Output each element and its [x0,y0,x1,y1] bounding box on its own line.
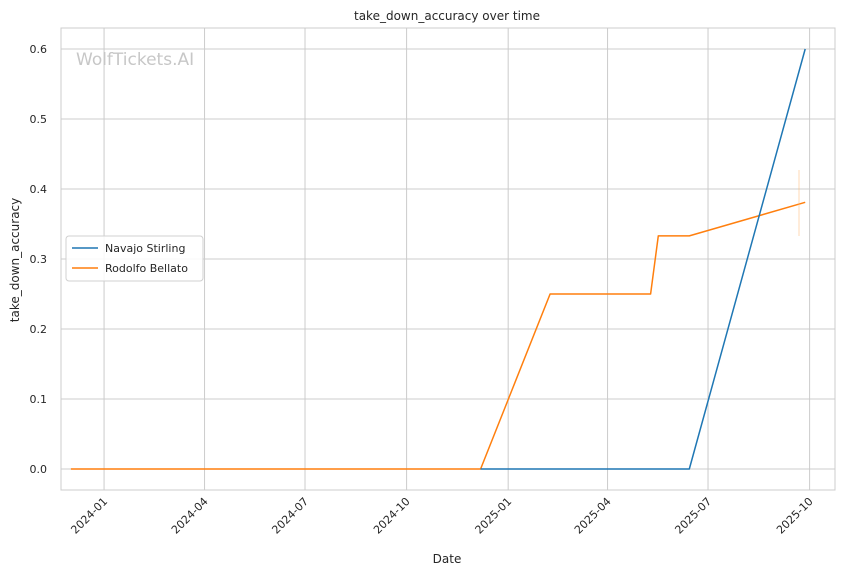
series-layer [70,48,806,470]
legend: Navajo Stirling Rodolfo Bellato [65,235,204,282]
series-line-navajo-stirling [480,48,806,470]
watermark: WolfTickets.AI [76,50,194,70]
x-axis-label: Date [433,552,462,566]
legend-label: Rodolfo Bellato [105,262,188,275]
x-tick-label: 2024-07 [269,495,311,537]
chart-title: take_down_accuracy over time [354,9,540,23]
x-tick-label: 2024-10 [371,495,413,537]
y-axis-label: take_down_accuracy [8,198,22,322]
x-tick-label: 2024-04 [169,495,211,537]
plot-frame [60,27,836,491]
y-tick-label: 0.4 [30,183,48,196]
y-tick-label: 0.2 [30,323,48,336]
legend-label: Navajo Stirling [105,242,185,255]
x-axis-ticks: 2024-01 2024-04 2024-07 2024-10 2025-01 2025-… [68,495,815,537]
x-tick-label: 2025-10 [774,495,816,537]
y-axis-ticks: 0.0 0.1 0.2 0.3 0.4 0.5 0.6 [30,43,48,476]
x-tick-label: 2024-01 [68,495,110,537]
y-tick-label: 0.1 [30,393,48,406]
x-tick-label: 2025-04 [572,495,614,537]
x-tick-label: 2025-07 [672,495,714,537]
y-tick-label: 0.0 [30,463,48,476]
y-tick-label: 0.5 [30,113,48,126]
x-tick-label: 2025-01 [473,495,515,537]
y-tick-label: 0.3 [30,253,48,266]
y-tick-label: 0.6 [30,43,48,56]
legend-box [65,235,204,282]
